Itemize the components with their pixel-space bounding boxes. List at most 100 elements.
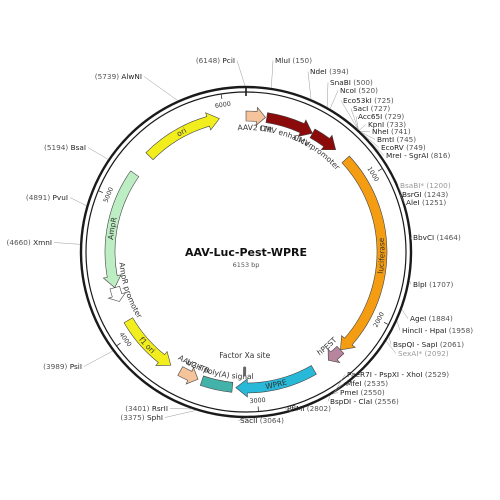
site-position: (5194) <box>44 143 71 152</box>
site-label-ncoi: NcoI (520) <box>340 86 378 95</box>
site-leader-xmni <box>53 242 81 245</box>
feature-luciferase <box>340 155 388 351</box>
site-position: (745) <box>396 135 416 144</box>
site-name: MreI - SgrAI <box>386 151 431 160</box>
site-leader-alwni <box>143 76 179 101</box>
feature-aav2-itr-left <box>245 106 266 127</box>
site-name: NdeI <box>310 67 329 76</box>
feature-cmv-promoter <box>309 128 337 151</box>
site-name: RsrII <box>152 404 168 413</box>
feature-label-aav2-itr-left: AAV2 ITR <box>237 123 273 135</box>
site-leader-ncoi <box>329 90 339 109</box>
site-name: XmnI <box>33 238 52 247</box>
site-position: (1200) <box>426 181 450 190</box>
site-leader-bsrgi <box>399 194 405 203</box>
site-position: (2802) <box>307 404 331 413</box>
feature-ampr <box>102 170 140 289</box>
site-leader-saci <box>350 108 359 130</box>
site-name: BsrGI <box>402 190 424 199</box>
site-position: (2556) <box>375 397 399 406</box>
site-name: BbvCI <box>413 233 437 242</box>
site-leader-bspqi-sapi <box>388 336 392 345</box>
tick-mark <box>98 190 103 193</box>
site-leader-alei <box>403 202 406 205</box>
backbone-outer-ring <box>79 85 413 419</box>
tick-label: 2000 <box>372 311 386 328</box>
feature-label-ori: ori <box>175 126 188 139</box>
site-leader-mlui <box>271 60 274 88</box>
site-label-alei: AleI (1251) <box>406 198 446 207</box>
site-label-mrei-sgrai: MreI - SgrAI (816) <box>386 151 451 160</box>
site-label-pvui: (4891) PvuI <box>26 193 68 202</box>
site-position: (1884) <box>429 314 453 323</box>
site-leader-eco53ki <box>340 100 359 130</box>
site-name: PsiI <box>70 362 82 371</box>
site-leader-mfei <box>333 383 345 394</box>
site-label-bspdi-clai: BspDI - ClaI (2556) <box>330 397 399 406</box>
tick-mark <box>220 93 223 99</box>
site-name: KpnI <box>368 120 387 129</box>
feature-f1-ori <box>123 317 172 366</box>
tick-label: 6000 <box>214 101 231 110</box>
feature-label-ampr-promoter: AmpR promoter <box>117 262 144 321</box>
site-label-bmti: BmtI (745) <box>377 135 416 144</box>
tick-mark <box>377 168 383 172</box>
site-position: (394) <box>329 67 349 76</box>
site-leader-agei <box>401 309 409 319</box>
site-name: AlwNI <box>121 72 142 81</box>
site-position: (4660) <box>7 238 34 247</box>
site-position: (3064) <box>260 416 284 425</box>
site-position: (5739) <box>95 72 122 81</box>
tick-label: 5000 <box>103 186 116 203</box>
plasmid-title: AAV-Luc-Pest-WPRE <box>185 246 307 259</box>
site-name: Eco53kI <box>343 96 374 105</box>
plasmid-size: 6153 bp <box>233 261 260 269</box>
site-label-bsabi: BsaBI* (1200) <box>400 181 451 190</box>
site-position: (816) <box>431 151 451 160</box>
site-leader-sacii <box>237 417 249 421</box>
site-name: PciI <box>222 56 235 65</box>
site-position: (4891) <box>26 193 53 202</box>
site-leader-pflmi <box>284 408 293 412</box>
site-label-sphi: (3375) SphI <box>120 413 163 422</box>
site-position: (1464) <box>437 233 461 242</box>
site-label-xmni: (4660) XmnI <box>7 238 52 247</box>
tick-mark <box>116 342 121 347</box>
site-name: AleI <box>406 198 422 207</box>
site-leader-snabi <box>326 82 329 108</box>
site-name: BspDI - ClaI <box>330 397 375 406</box>
site-name: MfeI <box>346 379 364 388</box>
tick-mark <box>383 322 389 326</box>
site-leader-bbvci <box>410 237 412 240</box>
site-position: (1243) <box>424 190 448 199</box>
site-label-bbvci: BbvCI (1464) <box>413 233 461 242</box>
site-name: SacI <box>353 104 371 113</box>
site-position: (520) <box>358 86 378 95</box>
site-name: SacII <box>240 416 260 425</box>
tick-label: 4000 <box>117 331 132 348</box>
site-label-sexai: SexAI* (2092) <box>398 349 449 358</box>
feature-bgh-polya <box>199 375 234 393</box>
site-label-kpni: KpnI (733) <box>368 120 406 129</box>
site-name: MluI <box>275 56 292 65</box>
site-name: PvuI <box>53 193 69 202</box>
site-label-blpi: BlpI (1707) <box>413 280 454 289</box>
site-name: BmtI <box>377 135 396 144</box>
site-position: (729) <box>385 112 405 121</box>
site-label-snabi: SnaBI (500) <box>330 78 373 87</box>
site-leader-pvui <box>69 197 87 207</box>
site-position: (2061) <box>440 340 464 349</box>
site-position: (150) <box>292 56 312 65</box>
site-leader-blpi <box>409 280 412 285</box>
site-position: (3989) <box>43 362 70 371</box>
site-position: (6148) <box>196 56 223 65</box>
site-label-rsrii: (3401) RsrII <box>125 404 168 413</box>
site-label-pcii: (6148) PciI <box>196 56 235 65</box>
site-leader-pcii <box>236 60 246 87</box>
site-name: SphI <box>147 413 163 422</box>
site-label-ndei: NdeI (394) <box>310 67 349 76</box>
site-name: NcoI <box>340 86 358 95</box>
site-position: (2550) <box>360 388 384 397</box>
site-position: (733) <box>387 120 407 129</box>
